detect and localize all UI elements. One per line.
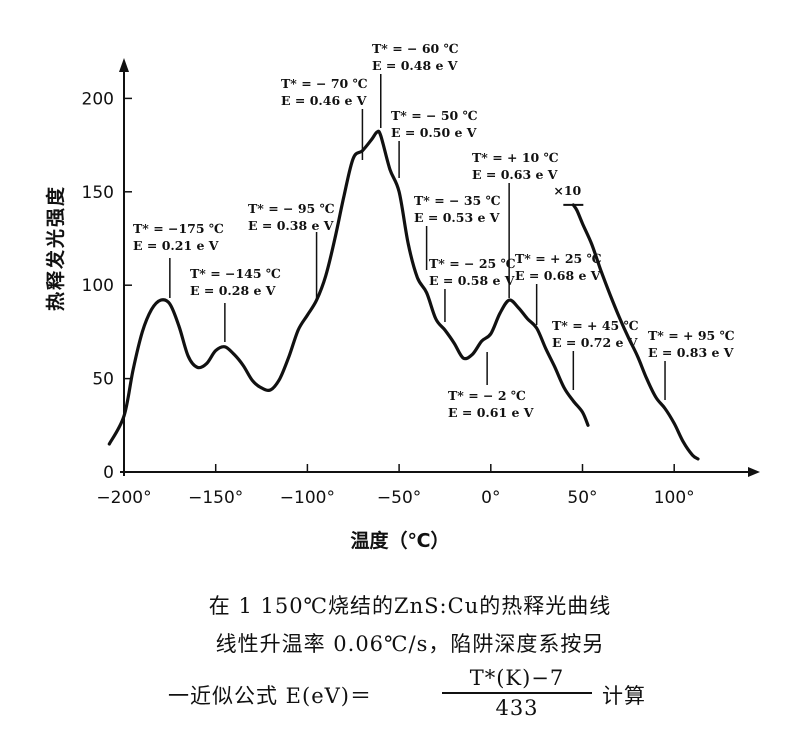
y-axis-title: 热释发光强度: [44, 185, 67, 311]
peak-annotation-temp: T* = − 25 ℃: [429, 256, 516, 271]
peak-annotation-temp: T* = − 60 ℃: [372, 41, 459, 56]
x-tick-label: 100°: [654, 488, 695, 508]
peak-annotation-temp: T* = − 70 ℃: [281, 76, 368, 91]
x-tick-label: −100°: [280, 488, 335, 508]
formula-fraction: T*(K)−7 433: [442, 666, 592, 720]
peak-annotation-temp: T* = −175 ℃: [133, 221, 224, 236]
x-axis-title: 温度（℃）: [350, 529, 449, 552]
x-tick-label: 50°: [567, 488, 597, 508]
peak-annotation-temp: T* = + 45 ℃: [552, 318, 639, 333]
y-tick-label: 150: [82, 183, 114, 203]
formula-numerator: T*(K)−7: [442, 666, 592, 694]
y-tick-label: 200: [82, 89, 114, 109]
x-tick-label: −200°: [96, 488, 151, 508]
peak-annotation-temp: T* = − 95 ℃: [248, 201, 335, 216]
peak-annotation-energy: E = 0.63 e V: [472, 167, 558, 182]
peak-annotation-temp: T* = + 10 ℃: [472, 150, 559, 165]
peak-annotation-temp: T* = + 95 ℃: [648, 328, 735, 343]
formula-denominator: 433: [495, 696, 539, 720]
peak-annotation-energy: E = 0.50 e V: [391, 125, 477, 140]
thermoluminescence-chart: −200° −150° −100° −50° 0° 50° 100° 0 50 100 150 200…: [44, 41, 760, 552]
peak-annotation-energy: E = 0.83 e V: [648, 345, 734, 360]
peak-annotation-temp: T* = −145 ℃: [190, 266, 281, 281]
x-tick-label: −50°: [377, 488, 421, 508]
formula-prefix: 一近似公式 E(eV)＝: [168, 684, 372, 708]
peak-annotation-energy: E = 0.21 e V: [133, 238, 219, 253]
main-glow-curve: [107, 129, 590, 446]
x-tick-label: −150°: [188, 488, 243, 508]
peak-annotation-temp: T* = − 35 ℃: [414, 193, 501, 208]
peak-annotation-temp: T* = − 2 ℃: [448, 388, 526, 403]
peak-annotation-energy: E = 0.38 e V: [248, 218, 334, 233]
caption-line-3: 一近似公式 E(eV)＝ T*(K)−7 433 计算: [150, 666, 670, 726]
peak-annotation-energy: E = 0.46 e V: [281, 93, 367, 108]
peak-annotation-energy: E = 0.48 e V: [372, 58, 458, 73]
peak-annotation-energy: E = 0.68 e V: [515, 268, 601, 283]
peak-annotation-energy: E = 0.53 e V: [414, 210, 500, 225]
formula-suffix: 计算: [602, 684, 646, 708]
peak-annotation-energy: E = 0.61 e V: [448, 405, 534, 420]
peak-annotation-energy: E = 0.28 e V: [190, 283, 276, 298]
peak-annotation-energy: E = 0.72 e V: [552, 335, 638, 350]
y-tick-label: 100: [82, 276, 114, 296]
y-tick-label: 50: [92, 370, 114, 390]
caption-line-2: 线性升温率 0.06℃/s，陷阱深度系按另: [215, 632, 605, 656]
y-tick-label: 0: [103, 463, 114, 483]
y-axis-arrow: [119, 58, 129, 72]
x-tick-label: 0°: [481, 488, 500, 508]
x10-label: ×10: [553, 183, 581, 198]
x-axis-arrow: [748, 467, 760, 477]
peak-annotation-temp: T* = − 50 ℃: [391, 108, 478, 123]
peak-annotation-energy: E = 0.58 e V: [429, 273, 515, 288]
x10-glow-curve: [571, 203, 700, 461]
caption-line-1: 在 1 150℃烧结的ZnS:Cu的热释光曲线: [208, 594, 612, 618]
peak-annotation-temp: T* = + 25 ℃: [515, 251, 602, 266]
